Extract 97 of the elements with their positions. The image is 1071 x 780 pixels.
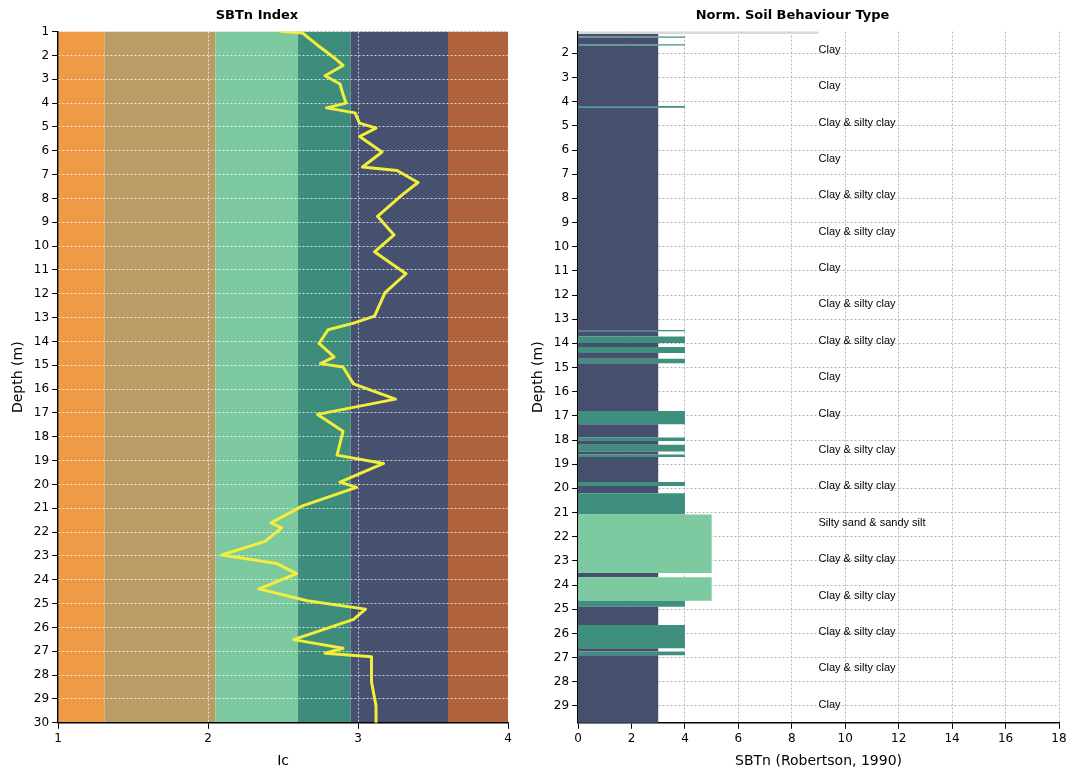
y-tick-label: 28 — [553, 673, 570, 688]
x-tick-label: 4 — [504, 731, 512, 746]
x-tick-label: 18 — [1051, 731, 1067, 746]
annotation: Clay & silty clay — [818, 442, 897, 455]
y-tick-label: 15 — [33, 357, 50, 372]
annotation: Clay — [818, 42, 842, 55]
annotation: Clay & silty clay — [818, 333, 897, 346]
y-tick-label: 14 — [33, 333, 50, 348]
y-tick-label: 9 — [561, 214, 570, 229]
y-tick-label: 7 — [41, 166, 50, 181]
y-tick-label: 4 — [41, 95, 50, 110]
x-tick-label: 2 — [204, 731, 212, 746]
y-tick-label: 24 — [33, 571, 50, 586]
y-tick-label: 22 — [33, 524, 50, 539]
y-tick-label: 26 — [33, 619, 50, 634]
annotation: Clay — [818, 79, 842, 92]
y-tick-label: 18 — [553, 432, 570, 447]
annotation: Silty sand & sandy silt — [818, 515, 926, 528]
annotation: Clay & silty clay — [818, 479, 897, 492]
y-tick-label: 29 — [33, 691, 50, 706]
y-tick-label: 11 — [553, 262, 570, 277]
y-tick-label: 3 — [561, 69, 570, 84]
y-tick-label: 27 — [33, 643, 50, 658]
annotation: Clay — [818, 261, 842, 274]
y-tick-label: 28 — [33, 667, 50, 682]
chart-title: Norm. Soil Behaviour Type — [695, 7, 890, 23]
annotation: Clay & silty clay — [818, 552, 897, 565]
y-tick-label: 4 — [561, 93, 570, 108]
x-axis-title: SBTn (Robertson, 1990) — [735, 752, 903, 769]
annotation: Clay & silty clay — [818, 661, 897, 674]
y-tick-label: 25 — [33, 595, 50, 610]
x-tick-label: 12 — [891, 731, 907, 746]
annotation: Clay & silty clay — [818, 115, 897, 128]
y-tick-label: 10 — [553, 238, 570, 253]
y-tick-label: 26 — [553, 625, 570, 640]
y-tick-label: 16 — [553, 383, 570, 398]
y-tick-label: 9 — [41, 214, 50, 229]
y-tick-label: 10 — [33, 238, 50, 253]
y-tick-label: 20 — [553, 480, 570, 495]
x-tick-label: 8 — [788, 731, 796, 746]
y-axis-title: Depth (m) — [9, 341, 26, 414]
y-axis-title: Depth (m) — [529, 341, 546, 414]
x-tick-label: 6 — [734, 731, 743, 746]
x-tick-label: 10 — [837, 731, 853, 746]
y-tick-label: 5 — [41, 119, 50, 134]
chart-title: SBTn Index — [215, 7, 299, 23]
y-tick-label: 2 — [561, 45, 570, 60]
annotation: Clay & silty clay — [818, 224, 897, 237]
y-tick-label: 13 — [553, 311, 570, 326]
y-tick-label: 17 — [553, 407, 570, 422]
y-tick-label: 21 — [553, 504, 570, 519]
y-tick-label: 14 — [553, 335, 570, 350]
x-tick-label: 3 — [354, 731, 362, 746]
y-tick-label: 5 — [561, 117, 570, 132]
y-tick-label: 13 — [33, 309, 50, 324]
annotation: Clay & silty clay — [818, 188, 897, 201]
annotation: Clay & silty clay — [818, 297, 897, 310]
annotation: Clay & silty clay — [818, 624, 897, 637]
y-tick-label: 24 — [553, 577, 570, 592]
y-tick-label: 2 — [41, 47, 50, 62]
x-tick-label: 0 — [574, 731, 582, 746]
y-tick-label: 11 — [33, 262, 50, 277]
x-tick-label: 14 — [944, 731, 960, 746]
x-tick-label: 1 — [54, 731, 62, 746]
annotation: Clay — [818, 370, 842, 383]
y-tick-label: 25 — [553, 601, 570, 616]
y-tick-label: 12 — [33, 285, 50, 300]
y-tick-label: 23 — [33, 548, 50, 563]
y-tick-label: 1 — [41, 23, 50, 38]
annotation: Clay — [818, 151, 842, 164]
y-tick-label: 21 — [33, 500, 50, 515]
y-tick-label: 8 — [561, 190, 570, 205]
y-tick-label: 3 — [41, 71, 50, 86]
y-tick-label: 8 — [41, 190, 50, 205]
annotation: Clay — [818, 697, 842, 710]
y-tick-label: 19 — [553, 456, 570, 471]
y-tick-label: 18 — [33, 428, 50, 443]
x-axis-title: Ic — [277, 752, 289, 769]
x-tick-label: 4 — [681, 731, 689, 746]
y-tick-label: 15 — [553, 359, 570, 374]
y-tick-label: 19 — [33, 452, 50, 467]
x-tick-label: 16 — [997, 731, 1014, 746]
y-tick-label: 12 — [553, 287, 570, 302]
y-tick-label: 30 — [33, 714, 50, 729]
y-tick-label: 27 — [553, 649, 570, 664]
y-tick-label: 6 — [561, 142, 570, 157]
x-tick-label: 2 — [627, 731, 636, 746]
y-tick-label: 6 — [41, 142, 50, 157]
y-tick-label: 17 — [33, 405, 50, 420]
y-tick-label: 20 — [33, 476, 50, 491]
annotation: Clay & silty clay — [818, 588, 897, 601]
y-tick-label: 23 — [553, 553, 570, 567]
y-tick-label: 7 — [561, 166, 570, 181]
y-tick-label: 22 — [553, 528, 570, 543]
y-tick-label: 16 — [33, 381, 50, 396]
y-tick-label: 29 — [553, 698, 570, 713]
annotation: Clay — [818, 406, 842, 419]
